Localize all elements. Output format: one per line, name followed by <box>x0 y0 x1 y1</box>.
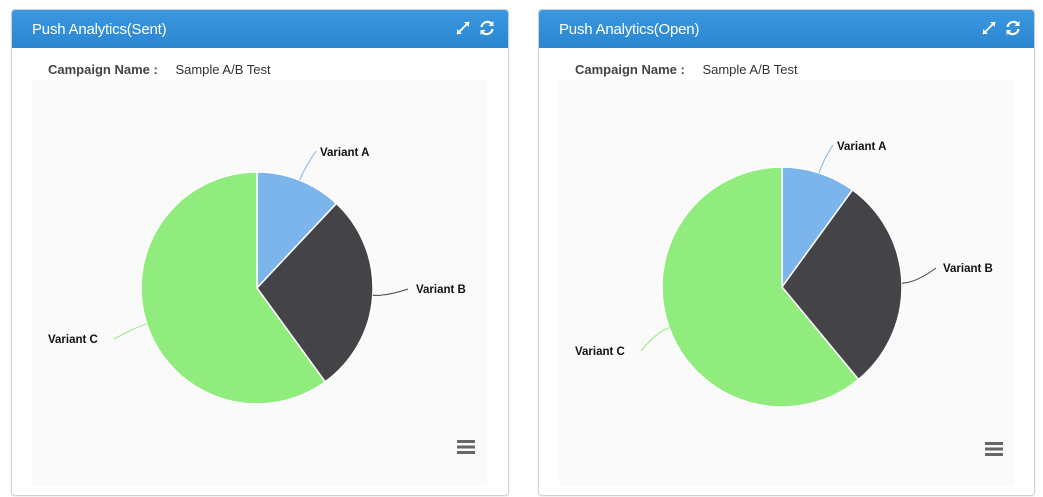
pie-slice-variant-b[interactable] <box>256 202 374 383</box>
connector-line <box>818 144 834 174</box>
pie-chart-sent: Variant A Variant B Variant C <box>32 80 487 485</box>
panel-title: Push Analytics(Open) <box>559 21 700 38</box>
slice-label: Variant C <box>48 334 98 346</box>
campaign-name-label: Campaign Name : <box>48 62 158 77</box>
header-icons <box>454 19 496 37</box>
slice-label: Variant A <box>837 141 886 153</box>
pie-slice-variant-a[interactable] <box>781 166 854 290</box>
refresh-icon[interactable] <box>478 19 496 37</box>
campaign-name-value: Sample A/B Test <box>175 62 271 77</box>
pie-chart-svg: Variant A Variant B Variant C <box>575 141 993 408</box>
pie-slice-variant-c[interactable] <box>140 171 327 405</box>
pie-chart-open: Variant A Variant B Variant C <box>559 80 1014 485</box>
connector-line <box>299 150 317 181</box>
connector-line <box>640 327 670 352</box>
connector-line <box>901 267 937 284</box>
expand-icon[interactable] <box>454 19 472 37</box>
panel-push-analytics-open: Push Analytics(Open) Campaign Name : Sam… <box>538 9 1035 496</box>
panel-title: Push Analytics(Sent) <box>32 21 167 38</box>
slice-label: Variant C <box>575 346 625 358</box>
panel-header: Push Analytics(Open) <box>539 10 1034 48</box>
slice-label: Variant B <box>416 284 466 296</box>
pie-slice-variant-a[interactable] <box>256 171 338 290</box>
campaign-name-value: Sample A/B Test <box>702 62 798 77</box>
campaign-name-row: Campaign Name : Sample A/B Test <box>48 62 271 77</box>
campaign-name-row: Campaign Name : Sample A/B Test <box>575 62 798 77</box>
slice-label: Variant A <box>320 147 369 159</box>
slice-label: Variant B <box>943 263 993 275</box>
header-icons <box>980 19 1022 37</box>
connector-line <box>372 288 409 296</box>
pie-slice-variant-c[interactable] <box>661 166 860 408</box>
hamburger-menu-icon[interactable] <box>457 440 475 454</box>
campaign-name-label: Campaign Name : <box>575 62 685 77</box>
panel-header: Push Analytics(Sent) <box>12 10 508 48</box>
refresh-icon[interactable] <box>1004 19 1022 37</box>
panel-push-analytics-sent: Push Analytics(Sent) Campaign Name : Sam… <box>11 9 509 496</box>
connector-line <box>113 323 147 340</box>
pie-chart-svg: Variant A Variant B Variant C <box>48 147 466 405</box>
hamburger-menu-icon[interactable] <box>985 442 1003 456</box>
expand-icon[interactable] <box>980 19 998 37</box>
